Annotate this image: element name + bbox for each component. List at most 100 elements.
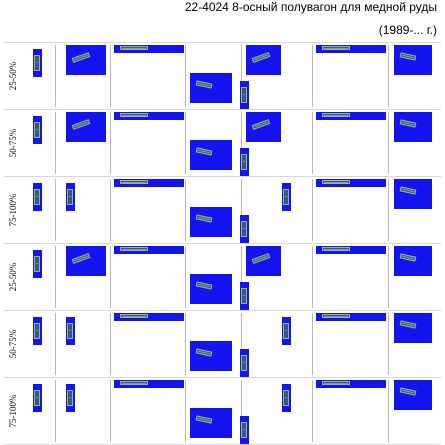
freight-wagon-icon <box>399 119 417 128</box>
wagon-view-2-sprite <box>66 246 106 276</box>
freight-wagon-icon <box>67 323 73 339</box>
freight-wagon-icon <box>34 55 40 71</box>
column-separator <box>55 45 56 107</box>
freight-wagon-icon <box>67 189 73 205</box>
wagon-view-8-sprite <box>394 246 432 276</box>
row-load-label: 50-75% <box>2 110 24 176</box>
wagon-view-1-sprite <box>33 49 42 77</box>
freight-wagon-icon <box>251 253 271 264</box>
wagon-view-3-sprite <box>114 179 184 187</box>
column-separator <box>241 313 242 375</box>
freight-wagon-icon <box>283 390 289 406</box>
freight-wagon-icon <box>71 52 91 63</box>
column-separator <box>185 313 186 375</box>
wagon-view-7-sprite <box>316 179 386 187</box>
freight-wagon-icon <box>251 52 271 63</box>
sprite-row: 75-100% <box>4 177 441 244</box>
column-separator <box>312 380 313 442</box>
wagon-view-4-sprite <box>190 274 232 304</box>
sprite-row: 50-75% <box>4 110 441 177</box>
freight-wagon-icon <box>399 320 417 329</box>
freight-wagon-icon <box>251 119 271 130</box>
column-separator <box>388 246 389 308</box>
column-separator <box>55 179 56 241</box>
wagon-view-5-sprite <box>240 349 249 377</box>
freight-wagon-icon <box>195 415 213 424</box>
wagon-view-8-sprite <box>394 112 432 142</box>
row-load-label-text: 25-50% <box>8 262 18 292</box>
row-load-label: 25-50% <box>2 244 24 310</box>
row-load-label: 75-100% <box>2 378 24 444</box>
column-separator <box>312 313 313 375</box>
freight-wagon-icon <box>120 247 148 251</box>
freight-wagon-icon <box>34 323 40 339</box>
column-separator <box>388 313 389 375</box>
freight-wagon-icon <box>322 113 350 117</box>
freight-wagon-icon <box>34 122 40 138</box>
column-separator <box>388 380 389 442</box>
wagon-view-4-sprite <box>190 341 232 371</box>
freight-wagon-icon <box>195 80 213 89</box>
wagon-view-6-sprite <box>282 384 291 412</box>
wagon-view-4-sprite <box>190 140 232 170</box>
wagon-view-3-sprite <box>114 246 184 254</box>
row-load-label-text: 50-75% <box>8 329 18 359</box>
freight-wagon-icon <box>34 256 40 272</box>
freight-wagon-icon <box>67 390 73 406</box>
freight-wagon-icon <box>71 253 91 264</box>
wagon-view-2-sprite <box>66 112 106 142</box>
sprite-row: 25-50% <box>4 244 441 311</box>
column-separator <box>110 246 111 308</box>
freight-wagon-icon <box>71 119 91 130</box>
sprite-grid: 25-50% 50-75% 75-100% 25-50% 50-75% 75-100% <box>4 42 441 445</box>
column-separator <box>185 246 186 308</box>
column-separator <box>110 313 111 375</box>
column-separator <box>185 179 186 241</box>
column-separator <box>241 45 242 107</box>
row-load-label-text: 75-100% <box>8 394 18 428</box>
wagon-view-7-sprite <box>316 380 386 388</box>
wagon-view-3-sprite <box>114 45 184 53</box>
wagon-view-2-sprite <box>66 317 75 345</box>
column-separator <box>241 179 242 241</box>
sprite-row: 75-100% <box>4 378 441 445</box>
column-separator <box>388 179 389 241</box>
wagon-view-5-sprite <box>240 148 249 176</box>
freight-wagon-icon <box>241 87 247 103</box>
wagon-view-4-sprite <box>190 408 232 438</box>
column-separator <box>110 45 111 107</box>
column-separator <box>110 112 111 174</box>
freight-wagon-icon <box>283 323 289 339</box>
wagon-view-8-sprite <box>394 380 432 410</box>
column-separator <box>312 179 313 241</box>
column-separator <box>185 45 186 107</box>
freight-wagon-icon <box>399 186 417 195</box>
row-load-label-text: 25-50% <box>8 61 18 91</box>
sprite-row: 50-75% <box>4 311 441 378</box>
wagon-view-1-sprite <box>33 250 42 278</box>
freight-wagon-icon <box>241 154 247 170</box>
wagon-view-3-sprite <box>114 313 184 321</box>
row-load-label: 50-75% <box>2 311 24 377</box>
freight-wagon-icon <box>120 180 148 184</box>
wagon-view-5-sprite <box>240 416 249 444</box>
wagon-view-7-sprite <box>316 313 386 321</box>
column-separator <box>55 313 56 375</box>
wagon-view-3-sprite <box>114 112 184 120</box>
column-separator <box>312 45 313 107</box>
column-separator <box>312 112 313 174</box>
freight-wagon-icon <box>322 180 350 184</box>
wagon-view-7-sprite <box>316 45 386 53</box>
wagon-view-2-sprite <box>66 183 75 211</box>
column-separator <box>241 380 242 442</box>
wagon-view-6-sprite <box>246 45 281 75</box>
freight-wagon-icon <box>399 253 417 262</box>
column-separator <box>241 246 242 308</box>
column-separator <box>185 112 186 174</box>
wagon-view-4-sprite <box>190 73 232 103</box>
freight-wagon-icon <box>283 189 289 205</box>
freight-wagon-icon <box>195 214 213 223</box>
column-separator <box>55 112 56 174</box>
wagon-view-5-sprite <box>240 282 249 310</box>
freight-wagon-icon <box>322 381 350 385</box>
